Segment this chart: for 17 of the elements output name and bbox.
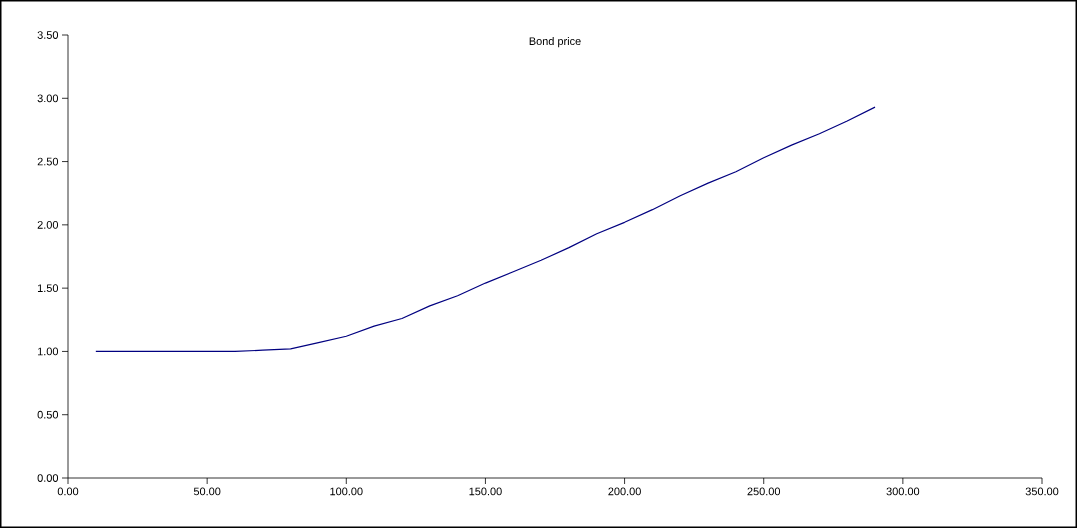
chart-title: Bond price (529, 36, 581, 48)
y-tick-label: 0.50 (37, 410, 59, 419)
y-tick-label: 1.50 (37, 284, 59, 293)
y-tick-label: 2.00 (37, 220, 59, 229)
x-tick-label: 100.00 (330, 487, 363, 496)
y-tick-label: 0.00 (37, 474, 59, 482)
x-tick-label: 250.00 (747, 487, 781, 496)
x-tick-label: 350.00 (1025, 487, 1059, 496)
y-tick-label: 3.00 (37, 94, 59, 103)
x-tick-label: 200.00 (608, 487, 641, 496)
y-tick-label: 1.00 (37, 347, 59, 356)
x-tick-label: 50.00 (193, 487, 221, 496)
x-tick-label: 150.00 (469, 487, 502, 496)
x-tick-label: 0.00 (57, 487, 79, 496)
y-tick-label: 2.50 (37, 157, 59, 166)
y-tick-label: 3.50 (37, 31, 59, 39)
x-tick-label: 300.00 (886, 487, 920, 496)
